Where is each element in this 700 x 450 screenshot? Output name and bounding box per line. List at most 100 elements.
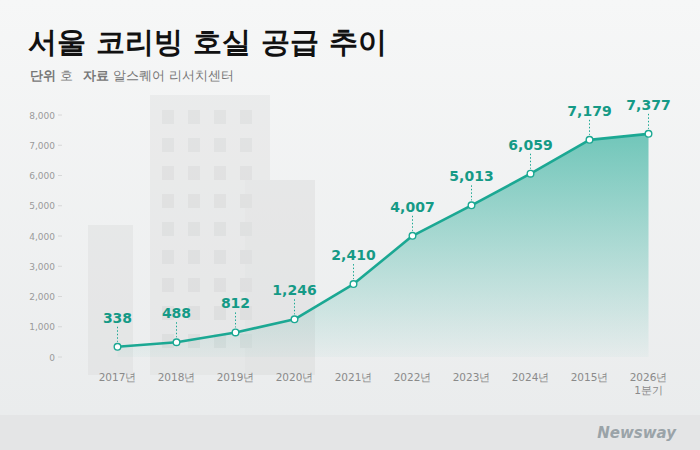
plot-marks bbox=[114, 131, 652, 357]
window bbox=[188, 138, 200, 152]
area bbox=[118, 134, 649, 357]
x-tick-label-line: 2018년 bbox=[158, 371, 196, 383]
subtitle-part: 호 bbox=[60, 68, 73, 83]
point bbox=[114, 343, 121, 350]
y-tick bbox=[58, 357, 62, 358]
x-tick-label: 2022년 bbox=[394, 371, 432, 383]
point bbox=[350, 281, 357, 288]
x-tick-label-line: 1분기 bbox=[634, 384, 663, 396]
leader-line bbox=[294, 299, 295, 314]
leader-line bbox=[176, 322, 177, 337]
x-tick-label-line: 2020년 bbox=[276, 371, 314, 383]
point bbox=[468, 202, 475, 209]
x-tick-label: 2021년 bbox=[335, 371, 373, 383]
subtitle: 단위호자료알스퀘어 리서치센터 bbox=[30, 68, 234, 83]
y-tick bbox=[58, 205, 62, 206]
y-tick-label: 5,000 bbox=[29, 201, 55, 211]
y-tick bbox=[58, 326, 62, 327]
x-tick-label: 2019년 bbox=[217, 371, 255, 383]
window bbox=[214, 110, 226, 124]
y-tick-label: 7,000 bbox=[29, 141, 55, 151]
leader-line bbox=[530, 154, 531, 169]
x-tick-label: 2026년1분기 bbox=[630, 371, 668, 396]
data-label: 338 bbox=[103, 310, 132, 326]
leader-line bbox=[471, 185, 472, 200]
point bbox=[232, 329, 239, 336]
window bbox=[214, 222, 226, 236]
window bbox=[240, 138, 252, 152]
x-axis: 2017년 2018년 2019년 2020년 2021년 2022년 2023년 2024년… bbox=[99, 371, 668, 396]
data-label: 7,179 bbox=[567, 103, 611, 119]
data-labels: 3384888121,2462,4104,0075,0136,0597,1797… bbox=[103, 97, 671, 342]
y-tick-label: 1,000 bbox=[29, 322, 55, 332]
chart: 서울 코리빙 호실 공급 추이단위호자료알스퀘어 리서치센터01,0002,00… bbox=[0, 0, 700, 450]
point bbox=[586, 137, 593, 144]
footer-band bbox=[0, 415, 700, 450]
x-tick-label: 2023년 bbox=[453, 371, 491, 383]
y-tick-label: 0 bbox=[49, 353, 55, 363]
window bbox=[240, 166, 252, 180]
window bbox=[214, 166, 226, 180]
leader-line bbox=[412, 216, 413, 231]
x-tick-label: 2015년 bbox=[571, 371, 609, 383]
x-tick-label-line: 2026년 bbox=[630, 371, 668, 383]
x-tick-label-line: 2019년 bbox=[217, 371, 255, 383]
background bbox=[0, 0, 700, 450]
y-tick bbox=[58, 236, 62, 237]
title: 서울 코리빙 호실 공급 추이 bbox=[28, 25, 387, 59]
leader-line bbox=[353, 264, 354, 279]
x-tick-label-line: 2021년 bbox=[335, 371, 373, 383]
leader-line bbox=[589, 120, 590, 135]
x-tick-label-line: 2015년 bbox=[571, 371, 609, 383]
data-label: 488 bbox=[162, 305, 191, 321]
data-label: 6,059 bbox=[508, 137, 552, 153]
point bbox=[527, 170, 534, 177]
y-tick bbox=[58, 296, 62, 297]
x-tick-label: 2020년 bbox=[276, 371, 314, 383]
leader-line bbox=[235, 312, 236, 327]
window bbox=[214, 250, 226, 264]
y-tick-label: 3,000 bbox=[29, 262, 55, 272]
window bbox=[162, 194, 174, 208]
window bbox=[240, 278, 252, 292]
window bbox=[162, 278, 174, 292]
window bbox=[188, 166, 200, 180]
subtitle-part: 단위 bbox=[30, 68, 56, 83]
point bbox=[291, 316, 298, 323]
point bbox=[409, 232, 416, 239]
data-label: 812 bbox=[221, 295, 250, 311]
x-tick-label-line: 2022년 bbox=[394, 371, 432, 383]
x-tick-label-line: 2024년 bbox=[512, 371, 550, 383]
data-label: 4,007 bbox=[390, 199, 434, 215]
y-tick-label: 6,000 bbox=[29, 171, 55, 181]
leader-line bbox=[117, 327, 118, 342]
leader-line bbox=[648, 114, 649, 129]
window bbox=[214, 194, 226, 208]
x-tick-label-line: 2023년 bbox=[453, 371, 491, 383]
window bbox=[162, 138, 174, 152]
window bbox=[240, 250, 252, 264]
x-tick-label: 2017년 bbox=[99, 371, 137, 383]
y-tick-label: 2,000 bbox=[29, 292, 55, 302]
window bbox=[214, 138, 226, 152]
y-tick-label: 8,000 bbox=[29, 111, 55, 121]
window bbox=[162, 250, 174, 264]
window bbox=[240, 222, 252, 236]
watermark: Newsway bbox=[597, 424, 677, 442]
y-tick bbox=[58, 145, 62, 146]
subtitle-part: 알스퀘어 리서치센터 bbox=[113, 68, 234, 83]
window bbox=[188, 194, 200, 208]
window bbox=[188, 278, 200, 292]
data-label: 1,246 bbox=[272, 282, 316, 298]
y-tick bbox=[58, 266, 62, 267]
point bbox=[173, 339, 180, 346]
y-tick-label: 4,000 bbox=[29, 232, 55, 242]
window bbox=[188, 222, 200, 236]
window bbox=[240, 194, 252, 208]
window bbox=[162, 166, 174, 180]
window bbox=[188, 110, 200, 124]
data-label: 2,410 bbox=[331, 247, 376, 263]
y-axis: 0 1,000 2,000 3,000 4,000 5,000 6,000 7,000 8,00… bbox=[29, 111, 62, 363]
data-label: 5,013 bbox=[449, 168, 493, 184]
window bbox=[162, 110, 174, 124]
